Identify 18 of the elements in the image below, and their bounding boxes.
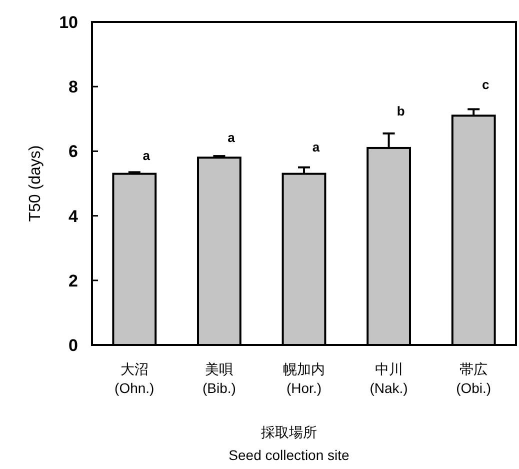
y-tick-label: 0 — [68, 336, 78, 355]
y-tick-label: 10 — [59, 13, 78, 32]
x-tick-label: 美唄 (Bib.) — [202, 361, 236, 396]
x-axis-title: 採取場所 Seed collection site — [228, 424, 350, 463]
x-tick-label: 幌加内 (Hor.) — [283, 361, 325, 396]
x-tick-label: 帯広 (Obi.) — [456, 361, 492, 396]
annotation: a — [312, 139, 320, 154]
annotation: b — [396, 103, 405, 118]
x-tick-label: 中川 (Nak.) — [370, 361, 408, 396]
y-tick-label: 2 — [68, 271, 78, 290]
y-tick-label: 6 — [68, 142, 78, 162]
x-tick-label: 大沼 (Ohn.) — [114, 361, 154, 396]
annotation: a — [142, 148, 151, 164]
y-tick-label: 8 — [68, 78, 78, 97]
y-axis-title: T50 (days) — [27, 145, 44, 222]
y-tick-label: 4 — [68, 206, 79, 226]
annotation: a — [228, 130, 236, 146]
annotation: c — [482, 77, 490, 92]
